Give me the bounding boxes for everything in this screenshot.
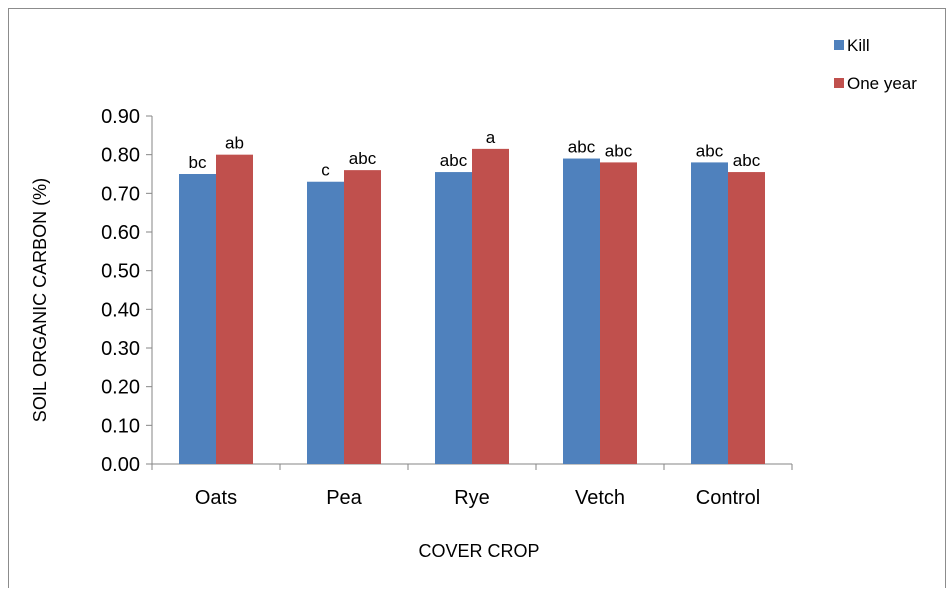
bar-kill [307,181,344,464]
bars [179,148,765,465]
y-axis: 0.00 0.10 0.20 0.30 0.40 0.50 0.60 0.70 0.80 0.90 [101,106,153,476]
bar-annotation: abc [696,141,724,160]
y-tick-label: 0.80 [101,145,140,167]
legend-swatch-one-year [834,78,844,88]
y-tick-label: 0.20 [101,377,140,399]
y-tick-label: 0.90 [101,106,140,128]
bar-annotation: a [486,128,496,147]
x-tick-label: Control [696,487,760,509]
y-tick-label: 0.00 [101,454,140,476]
bar-one-year [600,162,637,464]
bar-annotation: abc [605,141,633,160]
legend-label-kill: Kill [847,36,870,55]
x-tick-label: Rye [454,487,490,509]
bar-kill [691,162,728,464]
y-tick-label: 0.50 [101,261,140,283]
bar-one-year [344,170,381,464]
legend-label-one-year: One year [847,74,917,93]
legend-swatch-kill [834,40,844,50]
bar-kill [179,174,216,464]
bar-annotation: bc [189,153,207,172]
bar-kill [563,158,600,465]
chart-frame [8,8,946,588]
x-axis: Oats Pea Rye Vetch Control [151,463,793,509]
x-tick-label: Oats [195,487,237,509]
y-tick-label: 0.40 [101,299,140,321]
bar-one-year [728,172,765,465]
x-axis-title: COVER CROP [418,541,539,561]
y-tick-label: 0.70 [101,183,140,205]
bar-one-year [216,154,253,464]
bar-one-year [472,148,509,464]
bar-annotation: ab [225,134,244,153]
bar-annotation: abc [440,151,468,170]
bar-annotation: abc [568,138,596,157]
bar-kill [435,172,472,465]
bar-annotation: c [321,161,330,180]
x-tick-label: Vetch [575,487,625,509]
bar-annotation: abc [733,151,761,170]
bar-annotation: abc [349,149,377,168]
y-tick-label: 0.60 [101,222,140,244]
legend: Kill One year [834,36,917,93]
y-axis-title: SOIL ORGANIC CARBON (%) [30,178,50,422]
x-tick-label: Pea [326,487,362,509]
y-tick-label: 0.10 [101,415,140,437]
y-tick-label: 0.30 [101,338,140,360]
